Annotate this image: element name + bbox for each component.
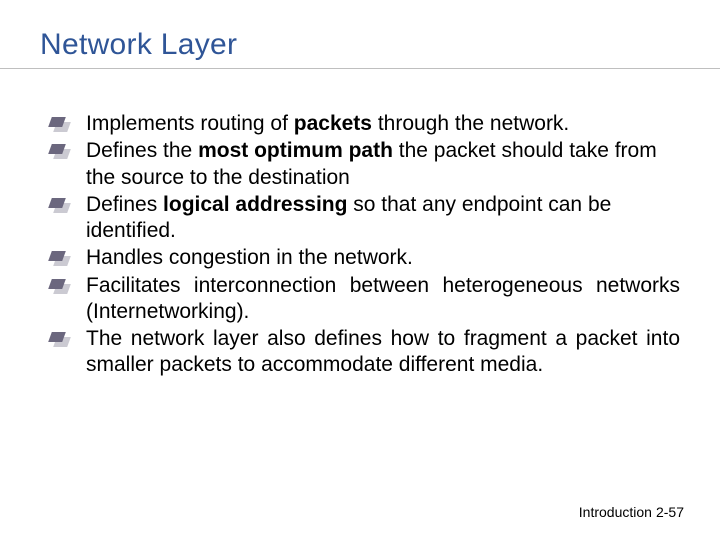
bullet-text-pre: Implements routing of: [86, 112, 294, 135]
bullet-icon: [50, 251, 64, 261]
slide-title: Network Layer: [40, 28, 680, 62]
bullet-item: Implements routing of packets through th…: [50, 111, 680, 137]
bullet-icon: [50, 332, 64, 342]
bullet-icon: [50, 198, 64, 208]
footer-page: 2-57: [656, 504, 684, 520]
bullet-text-post: Facilitates interconnection between hete…: [86, 274, 680, 323]
bullet-text-post: Handles congestion in the network.: [86, 246, 413, 269]
bullet-icon: [50, 144, 64, 154]
bullet-item: Facilitates interconnection between hete…: [50, 273, 680, 326]
bullet-text-bold: most optimum path: [198, 139, 393, 162]
bullet-text-post: through the network.: [372, 112, 569, 135]
footer-label: Introduction: [579, 504, 652, 520]
bullet-item: Handles congestion in the network.: [50, 245, 680, 271]
bullet-text-bold: logical addressing: [163, 193, 347, 216]
bullet-item: The network layer also defines how to fr…: [50, 326, 680, 379]
bullet-icon: [50, 117, 64, 127]
bullet-text-pre: Defines: [86, 193, 163, 216]
bullet-text-pre: Defines the: [86, 139, 198, 162]
bullet-list: Implements routing of packets through th…: [40, 111, 680, 379]
slide-footer: Introduction2-57: [579, 504, 684, 520]
bullet-icon: [50, 279, 64, 289]
bullet-text-post: The network layer also defines how to fr…: [86, 327, 680, 376]
bullet-text-bold: packets: [294, 112, 372, 135]
title-underline: [0, 68, 720, 69]
bullet-item: Defines the most optimum path the packet…: [50, 138, 680, 191]
bullet-item: Defines logical addressing so that any e…: [50, 192, 680, 245]
slide: Network Layer Implements routing of pack…: [0, 0, 720, 540]
